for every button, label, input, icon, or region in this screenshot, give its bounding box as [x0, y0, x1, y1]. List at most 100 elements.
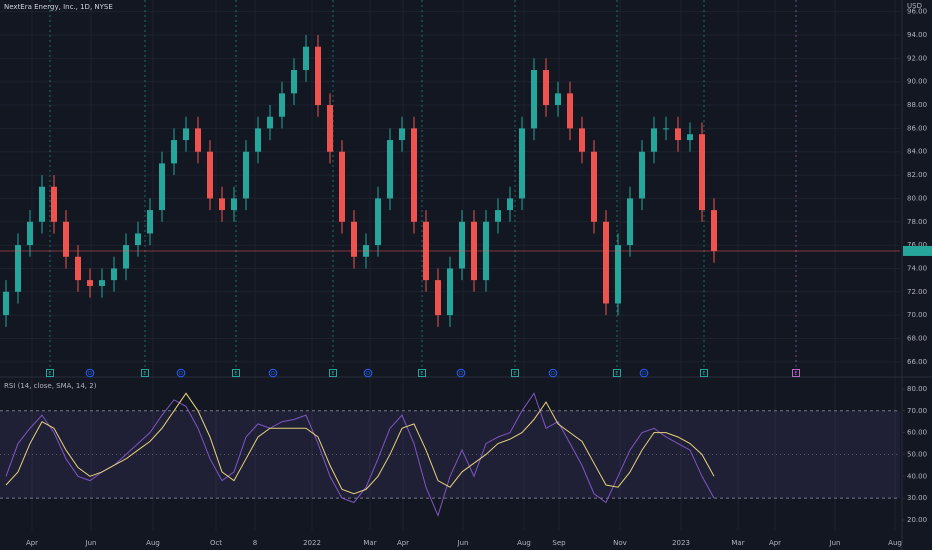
candle-body — [219, 198, 225, 211]
event-label: D — [459, 371, 463, 377]
candle-body — [675, 128, 681, 141]
y-tick-label: 82.00 — [907, 171, 927, 179]
y-tick-label: 40.00 — [907, 472, 927, 480]
y-tick-label: 72.00 — [907, 288, 927, 296]
candle-body — [63, 221, 69, 257]
x-tick-label: Nov — [613, 539, 627, 547]
candle-body — [699, 134, 705, 211]
x-tick-label: Apr — [397, 539, 409, 547]
candle-body — [639, 151, 645, 199]
y-tick-label: 76.00 — [907, 241, 927, 249]
y-tick-label: 86.00 — [907, 124, 927, 132]
y-tick-label: 88.00 — [907, 101, 927, 109]
candle-body — [543, 70, 549, 106]
candle-body — [339, 151, 345, 222]
y-tick-label: 68.00 — [907, 334, 927, 342]
candle-body — [75, 256, 81, 281]
candle-body — [603, 221, 609, 304]
y-tick-label: 90.00 — [907, 78, 927, 86]
event-badge — [613, 369, 621, 377]
candle-body — [399, 128, 405, 141]
candle-body — [267, 116, 273, 129]
event-badge — [329, 369, 337, 377]
event-label: D — [642, 371, 646, 377]
event-label: D — [88, 371, 92, 377]
event-label: E — [234, 371, 237, 377]
candle-body — [195, 128, 201, 152]
candle-body — [147, 210, 153, 234]
candle-body — [27, 221, 33, 246]
y-tick-label: 84.00 — [907, 148, 927, 156]
x-tick-label: Aug — [517, 539, 531, 547]
event-label: D — [271, 371, 275, 377]
candle-body — [315, 46, 321, 106]
event-label: E — [615, 371, 618, 377]
candle-body — [111, 268, 117, 281]
candle-body — [591, 151, 597, 222]
x-tick-label: Mar — [731, 539, 744, 547]
candle-body — [51, 186, 57, 222]
rsi-band — [0, 410, 900, 499]
y-tick-label: 30.00 — [907, 494, 927, 502]
y-tick-label: 60.00 — [907, 429, 927, 437]
y-tick-label: 66.00 — [907, 358, 927, 366]
x-tick-label: Mar — [363, 539, 376, 547]
currency: USD — [907, 2, 922, 10]
candle-body — [183, 128, 189, 141]
candle-body — [87, 280, 93, 286]
event-label: D — [179, 371, 183, 377]
candle-body — [327, 105, 333, 152]
candle-body — [663, 128, 669, 130]
candle-body — [579, 128, 585, 152]
event-badge — [85, 368, 95, 378]
event-badge — [792, 369, 800, 377]
candle-body — [123, 245, 129, 269]
x-tick-label: Oct — [210, 539, 222, 547]
event-label: D — [366, 371, 370, 377]
x-tick-label: Aug — [146, 539, 160, 547]
candle-body — [207, 151, 213, 199]
event-label: E — [513, 371, 516, 377]
candle-body — [507, 198, 513, 211]
event-label: D — [551, 371, 555, 377]
event-badge — [548, 368, 558, 378]
y-tick-label: 20.00 — [907, 516, 927, 524]
rsi-line — [5, 392, 715, 518]
candle-body — [651, 128, 657, 152]
event-label: E — [702, 371, 705, 377]
candle-body — [159, 163, 165, 211]
event-label: E — [331, 371, 334, 377]
x-tick-label: Jun — [85, 539, 97, 547]
candle-body — [303, 46, 309, 71]
y-tick-label: 92.00 — [907, 54, 927, 62]
candle-body — [39, 186, 45, 222]
event-badge — [232, 369, 240, 377]
candle-body — [555, 93, 561, 106]
event-label: E — [143, 371, 146, 377]
event-badge — [141, 369, 149, 377]
y-tick-label: 70.00 — [907, 407, 927, 415]
chart-title: NextEra Energy, Inc., 1D, NYSE — [4, 3, 113, 11]
y-tick-label: 94.00 — [907, 31, 927, 39]
x-tick-label: Jun — [829, 539, 841, 547]
candle-body — [387, 140, 393, 199]
candle-body — [411, 128, 417, 222]
last-price-badge — [903, 245, 932, 256]
candle-body — [531, 70, 537, 129]
candle-body — [459, 221, 465, 269]
event-badge — [511, 369, 519, 377]
y-tick-label: 96.00 — [907, 8, 927, 16]
event-badge — [639, 368, 649, 378]
candle-body — [279, 93, 285, 117]
y-tick-label: 80.00 — [907, 194, 927, 202]
candle-body — [291, 70, 297, 94]
y-tick-label: 74.00 — [907, 264, 927, 272]
candle-body — [687, 134, 693, 141]
candle-body — [711, 210, 717, 251]
y-tick-label: 70.00 — [907, 311, 927, 319]
candle-body — [435, 280, 441, 316]
event-badge — [456, 368, 466, 378]
